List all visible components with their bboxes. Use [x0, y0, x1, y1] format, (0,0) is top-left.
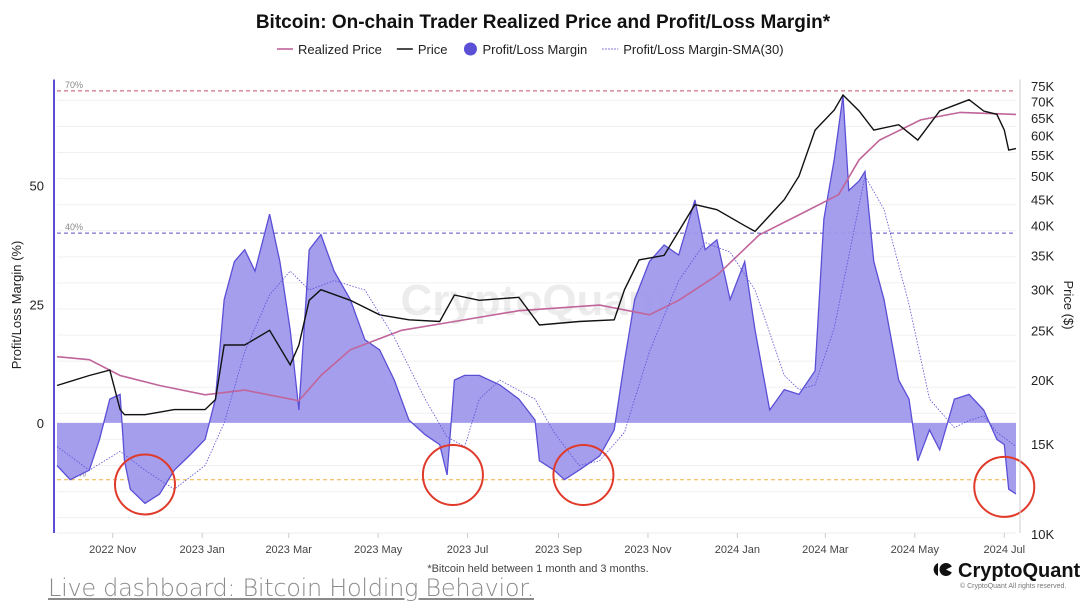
x-tick-label: 2023 Mar — [265, 544, 312, 556]
cryptoquant-logo: CryptoQuant © CryptoQuant All rights res… — [933, 560, 1081, 590]
legend-label: Realized Price — [298, 42, 382, 57]
y-axis-left-label: Profit/Loss Margin (%) — [9, 241, 24, 370]
y-right-tick-label: 70K — [1031, 94, 1054, 109]
annotations — [113, 443, 1036, 518]
x-tick-label: 2024 May — [891, 544, 940, 556]
y-right-tick-label: 10K — [1031, 527, 1054, 542]
x-tick-label: 2023 May — [354, 544, 403, 556]
y-right-tick-label: 40K — [1031, 219, 1054, 234]
dashboard-link[interactable]: Live dashboard: Bitcoin Holding Behavior… — [48, 574, 534, 602]
legend-label: Price — [418, 42, 448, 57]
copyright: © CryptoQuant All rights reserved. — [960, 582, 1066, 590]
reference-line-label: 40% — [65, 222, 83, 232]
annotation-circle — [421, 443, 484, 506]
y-right-tick-label: 30K — [1031, 283, 1054, 298]
legend-marker — [463, 42, 477, 56]
y-right-tick-label: 60K — [1031, 129, 1054, 144]
legend-realized-price: Realized Price — [277, 42, 382, 57]
y-left-tick-label: 0 — [37, 416, 44, 431]
annotation-circle — [552, 443, 615, 506]
legend-label: Profit/Loss Margin-SMA(30) — [623, 42, 783, 57]
sma-line — [56, 175, 1017, 490]
x-tick-label: 2024 Mar — [802, 544, 849, 556]
watermark: CryptoQuant — [401, 276, 670, 325]
footnote: *Bitcoin held between 1 month and 3 mont… — [427, 563, 648, 575]
legend-sma: Profit/Loss Margin-SMA(30) — [602, 42, 784, 57]
y-axis-right-label: Price ($) — [1061, 280, 1076, 329]
price-line — [56, 93, 1017, 416]
y-right-tick-label: 15K — [1031, 437, 1054, 452]
chart-title: Bitcoin: On-chain Trader Realized Price … — [256, 12, 831, 33]
legend: Realized Price Price Profit/Loss Margin Pro… — [277, 42, 784, 57]
x-tick-label: 2023 Jan — [180, 544, 225, 556]
legend-price: Price — [396, 42, 448, 57]
margin-line — [56, 95, 1017, 505]
series — [56, 93, 1017, 505]
x-tick-label: 2022 Nov — [89, 544, 137, 556]
y-right-tick-label: 75K — [1031, 79, 1054, 94]
y-right-tick-label: 65K — [1031, 111, 1054, 126]
reference-line-label: 70% — [65, 80, 83, 90]
legend-margin: Profit/Loss Margin — [463, 42, 587, 57]
y-left-tick-label: 25 — [30, 297, 44, 312]
y-right-tick-label: 50K — [1031, 169, 1054, 184]
x-tick-label: 2023 Nov — [624, 544, 672, 556]
axes: 0 25 50 10K 15K 20K 25K 30K 35K 40K 45K 50K 55K 60K 65… — [30, 79, 1055, 556]
y-right-tick-label: 45K — [1031, 193, 1054, 208]
x-tick-label: 2024 Jan — [715, 544, 760, 556]
annotation-circle — [113, 453, 176, 516]
x-tick-label: 2024 Jul — [983, 544, 1025, 556]
annotation-circle — [973, 455, 1036, 518]
y-right-tick-label: 20K — [1031, 373, 1054, 388]
legend-label: Profit/Loss Margin — [482, 42, 587, 57]
logo-text: CryptoQuant — [958, 560, 1081, 582]
y-right-tick-label: 35K — [1031, 248, 1054, 263]
y-right-tick-label: 55K — [1031, 148, 1054, 163]
y-left-tick-label: 50 — [30, 179, 44, 194]
logo-icon — [933, 563, 953, 576]
realized-price-line — [56, 111, 1017, 402]
x-tick-label: 2023 Sep — [535, 544, 582, 556]
y-right-tick-label: 25K — [1031, 323, 1054, 338]
x-tick-label: 2023 Jul — [447, 544, 489, 556]
